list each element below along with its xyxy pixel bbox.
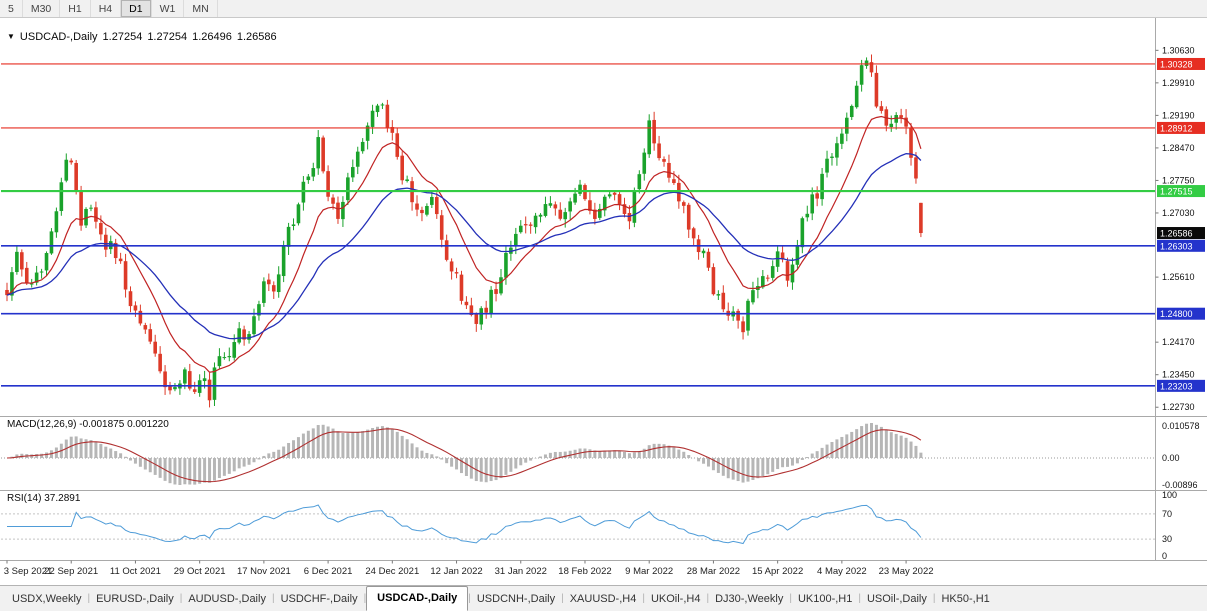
chart-tab-usdcnh[interactable]: USDCNH-,Daily — [476, 592, 556, 605]
chart-canvas: 1.30630 1.29910 1.29190 1.28470 1.27750 1.270… — [0, 18, 1207, 577]
chart-tab-usoil[interactable]: USOil-,Daily — [866, 592, 927, 605]
svg-text:15 Apr 2022: 15 Apr 2022 — [752, 566, 803, 577]
svg-text:70: 70 — [1162, 509, 1172, 519]
tab-separator: | — [179, 593, 183, 604]
svg-text:6 Dec 2021: 6 Dec 2021 — [304, 566, 353, 577]
svg-text:1.25610: 1.25610 — [1162, 272, 1195, 282]
tab-separator: | — [561, 593, 564, 604]
macd-panel: 0.010578 0.00 -0.00896 — [1, 421, 1200, 490]
tab-separator: | — [932, 593, 936, 604]
tab-separator: | — [271, 593, 275, 604]
timeframe-button-h1[interactable]: H1 — [60, 0, 91, 17]
price-axis: 1.30630 1.29910 1.29190 1.28470 1.27750 1.270… — [1155, 45, 1195, 412]
chart-tab-uk100[interactable]: UK100-,H1 — [797, 592, 853, 605]
chart-tab-usdchf[interactable]: USDCHF-,Daily — [280, 592, 358, 605]
svg-text:0.010578: 0.010578 — [1162, 421, 1200, 431]
svg-text:1.27030: 1.27030 — [1162, 208, 1195, 218]
svg-text:12 Jan 2022: 12 Jan 2022 — [430, 566, 482, 577]
chart-tab-audusd[interactable]: AUDUSD-,Daily — [188, 592, 266, 605]
svg-text:1.28470: 1.28470 — [1162, 143, 1195, 153]
chart-tabs-bar: USDX,Weekly | EURUSD-,Daily | AUDUSD-,Daily |… — [0, 585, 1207, 611]
tab-separator: | — [642, 593, 645, 604]
svg-text:1.27750: 1.27750 — [1162, 175, 1195, 185]
chart-region: 1.30630 1.29910 1.29190 1.28470 1.27750 1.270… — [0, 18, 1207, 585]
svg-text:30: 30 — [1162, 534, 1172, 544]
svg-text:1.30328: 1.30328 — [1160, 59, 1193, 69]
svg-text:9 Mar 2022: 9 Mar 2022 — [625, 566, 673, 577]
chart-tab-eurusd[interactable]: EURUSD-,Daily — [96, 592, 174, 605]
chart-tab-xauusd[interactable]: XAUUSD-,H4 — [569, 592, 637, 605]
svg-text:28 Mar 2022: 28 Mar 2022 — [687, 566, 740, 577]
timeframe-button-5[interactable]: 5 — [0, 0, 23, 17]
horizontal-level-lines — [1, 63, 1156, 387]
svg-text:1.29190: 1.29190 — [1162, 110, 1195, 120]
svg-text:1.23450: 1.23450 — [1162, 370, 1195, 380]
svg-text:0: 0 — [1162, 551, 1167, 561]
rsi-panel: 100 70 30 0 — [1, 490, 1177, 561]
chart-tab-dj30[interactable]: DJ30-,Weekly — [715, 592, 784, 605]
chart-tab-usdx[interactable]: USDX,Weekly — [12, 592, 82, 605]
svg-text:4 May 2022: 4 May 2022 — [817, 566, 867, 577]
timeframe-toolbar: 5 M30 H1 H4 D1 W1 MN — [0, 0, 1207, 18]
svg-text:1.30630: 1.30630 — [1162, 45, 1195, 55]
svg-text:1.26303: 1.26303 — [1160, 241, 1193, 251]
tab-separator: | — [706, 593, 710, 604]
timeframe-button-mn[interactable]: MN — [184, 0, 218, 17]
svg-text:23 May 2022: 23 May 2022 — [879, 566, 934, 577]
svg-text:1.27515: 1.27515 — [1160, 187, 1193, 197]
svg-text:1.28912: 1.28912 — [1160, 123, 1193, 133]
svg-text:24 Dec 2021: 24 Dec 2021 — [365, 566, 419, 577]
svg-text:1.23203: 1.23203 — [1160, 381, 1193, 391]
level-badge-1.24800: 1.24800 — [1157, 307, 1205, 320]
timeframe-button-m30[interactable]: M30 — [23, 0, 61, 17]
level-badge-1.30328: 1.30328 — [1157, 57, 1205, 70]
tab-separator: | — [468, 593, 471, 604]
svg-text:-0.00896: -0.00896 — [1162, 480, 1198, 490]
svg-text:29 Oct 2021: 29 Oct 2021 — [174, 566, 226, 577]
tab-separator: | — [858, 593, 861, 604]
level-badge-1.23203: 1.23203 — [1157, 379, 1205, 392]
tab-separator: | — [363, 593, 367, 604]
chart-tab-ukoil[interactable]: UKOil-,H4 — [650, 592, 701, 605]
svg-text:18 Feb 2022: 18 Feb 2022 — [558, 566, 611, 577]
level-badge-1.28912: 1.28912 — [1157, 121, 1205, 134]
moving-averages — [6, 115, 922, 373]
timeframe-button-h4[interactable]: H4 — [91, 0, 122, 17]
timeframe-button-w1[interactable]: W1 — [152, 0, 185, 17]
svg-text:1.29910: 1.29910 — [1162, 78, 1195, 88]
svg-text:3 Sep 2021: 3 Sep 2021 — [4, 566, 53, 577]
tab-separator: | — [789, 593, 792, 604]
svg-text:17 Nov 2021: 17 Nov 2021 — [237, 566, 291, 577]
chevron-down-icon[interactable]: ▼ — [7, 32, 15, 41]
svg-text:1.22730: 1.22730 — [1162, 402, 1195, 412]
timeframe-button-d1[interactable]: D1 — [121, 0, 152, 17]
svg-text:1.24170: 1.24170 — [1162, 337, 1195, 347]
chart-tab-hk50[interactable]: HK50-,H1 — [941, 592, 990, 605]
svg-text:1.26586: 1.26586 — [1160, 229, 1193, 239]
svg-text:100: 100 — [1162, 490, 1177, 500]
svg-text:22 Sep 2021: 22 Sep 2021 — [44, 566, 98, 577]
tab-separator: | — [87, 593, 91, 604]
current-price-badge: 1.26586 — [1157, 227, 1205, 240]
chart-tab-usdcad[interactable]: USDCAD-,Daily — [366, 585, 469, 611]
candlestick-series — [5, 54, 923, 408]
svg-text:1.24800: 1.24800 — [1160, 309, 1193, 319]
svg-text:0.00: 0.00 — [1162, 453, 1180, 463]
level-badge-1.26303: 1.26303 — [1157, 239, 1205, 252]
level-badge-1.27515: 1.27515 — [1157, 185, 1205, 198]
svg-text:11 Oct 2021: 11 Oct 2021 — [110, 566, 161, 577]
svg-text:31 Jan 2022: 31 Jan 2022 — [495, 566, 547, 577]
